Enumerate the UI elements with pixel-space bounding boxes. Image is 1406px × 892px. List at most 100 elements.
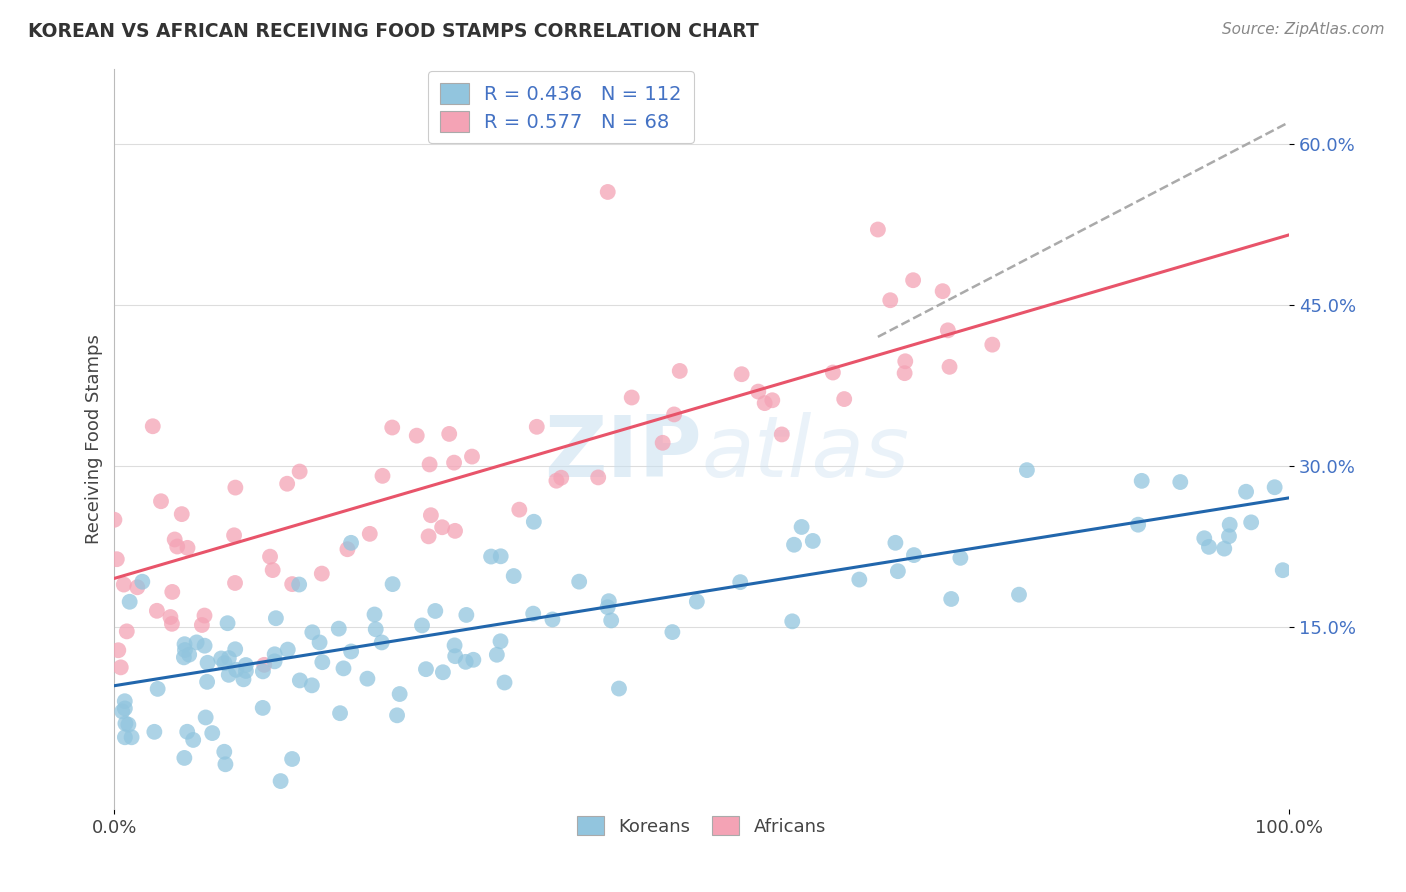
Point xyxy=(419,458,441,472)
Point xyxy=(430,520,453,534)
Point xyxy=(887,564,910,578)
Point xyxy=(879,293,901,308)
Point xyxy=(173,751,195,765)
Point xyxy=(523,515,546,529)
Point xyxy=(336,542,359,557)
Point xyxy=(1008,588,1031,602)
Point xyxy=(170,507,193,521)
Point xyxy=(363,607,385,622)
Point xyxy=(1234,484,1257,499)
Point xyxy=(301,625,323,640)
Point xyxy=(110,660,132,674)
Point xyxy=(1264,480,1286,494)
Point xyxy=(332,661,354,675)
Point xyxy=(131,574,153,589)
Point xyxy=(118,595,141,609)
Point xyxy=(1271,563,1294,577)
Point xyxy=(1240,516,1263,530)
Point xyxy=(761,393,783,408)
Text: KOREAN VS AFRICAN RECEIVING FOOD STAMPS CORRELATION CHART: KOREAN VS AFRICAN RECEIVING FOOD STAMPS … xyxy=(28,22,759,41)
Point xyxy=(262,563,284,577)
Point xyxy=(931,284,953,298)
Point xyxy=(174,643,197,657)
Point xyxy=(288,577,311,591)
Point xyxy=(489,634,512,648)
Point xyxy=(405,428,427,442)
Point xyxy=(600,614,623,628)
Point xyxy=(176,724,198,739)
Point xyxy=(596,185,619,199)
Point xyxy=(607,681,630,696)
Point xyxy=(668,364,690,378)
Point xyxy=(456,607,478,622)
Point xyxy=(340,536,363,550)
Point xyxy=(111,705,134,719)
Point xyxy=(821,366,844,380)
Point xyxy=(311,655,333,669)
Point xyxy=(494,675,516,690)
Point xyxy=(485,648,508,662)
Point xyxy=(214,757,236,772)
Point xyxy=(941,591,963,606)
Point xyxy=(214,656,236,670)
Point xyxy=(866,222,889,236)
Point xyxy=(848,573,870,587)
Point xyxy=(620,391,643,405)
Point xyxy=(288,465,311,479)
Point xyxy=(112,577,135,591)
Point xyxy=(1130,474,1153,488)
Point xyxy=(127,580,149,594)
Point xyxy=(163,533,186,547)
Point xyxy=(143,724,166,739)
Point xyxy=(1168,475,1191,489)
Point xyxy=(598,594,620,608)
Point xyxy=(443,456,465,470)
Point xyxy=(550,471,572,485)
Point xyxy=(194,710,217,724)
Point xyxy=(425,604,447,618)
Point xyxy=(686,594,709,608)
Point xyxy=(364,622,387,636)
Point xyxy=(526,419,548,434)
Point xyxy=(1218,529,1240,543)
Point xyxy=(1219,517,1241,532)
Point xyxy=(443,639,465,653)
Point xyxy=(1198,540,1220,554)
Point xyxy=(160,616,183,631)
Point xyxy=(281,577,304,591)
Point xyxy=(463,653,485,667)
Point xyxy=(179,648,201,662)
Point xyxy=(217,616,239,631)
Text: atlas: atlas xyxy=(702,412,910,495)
Point xyxy=(281,752,304,766)
Point xyxy=(1213,541,1236,556)
Point xyxy=(479,549,502,564)
Point xyxy=(114,731,136,745)
Text: ZIP: ZIP xyxy=(544,412,702,495)
Point xyxy=(308,635,330,649)
Point xyxy=(461,450,484,464)
Point xyxy=(117,717,139,731)
Point xyxy=(437,426,460,441)
Point xyxy=(356,672,378,686)
Point xyxy=(832,392,855,406)
Point xyxy=(195,674,218,689)
Point xyxy=(121,731,143,745)
Point xyxy=(1015,463,1038,477)
Point xyxy=(173,637,195,651)
Point xyxy=(568,574,591,589)
Point xyxy=(770,427,793,442)
Point xyxy=(224,481,246,495)
Point xyxy=(747,384,769,399)
Point xyxy=(444,524,467,538)
Point xyxy=(661,625,683,640)
Point xyxy=(162,585,184,599)
Point xyxy=(115,624,138,639)
Point xyxy=(218,651,240,665)
Point xyxy=(454,655,477,669)
Point xyxy=(340,644,363,658)
Point xyxy=(1194,531,1216,545)
Point xyxy=(114,716,136,731)
Point xyxy=(783,538,806,552)
Point xyxy=(884,536,907,550)
